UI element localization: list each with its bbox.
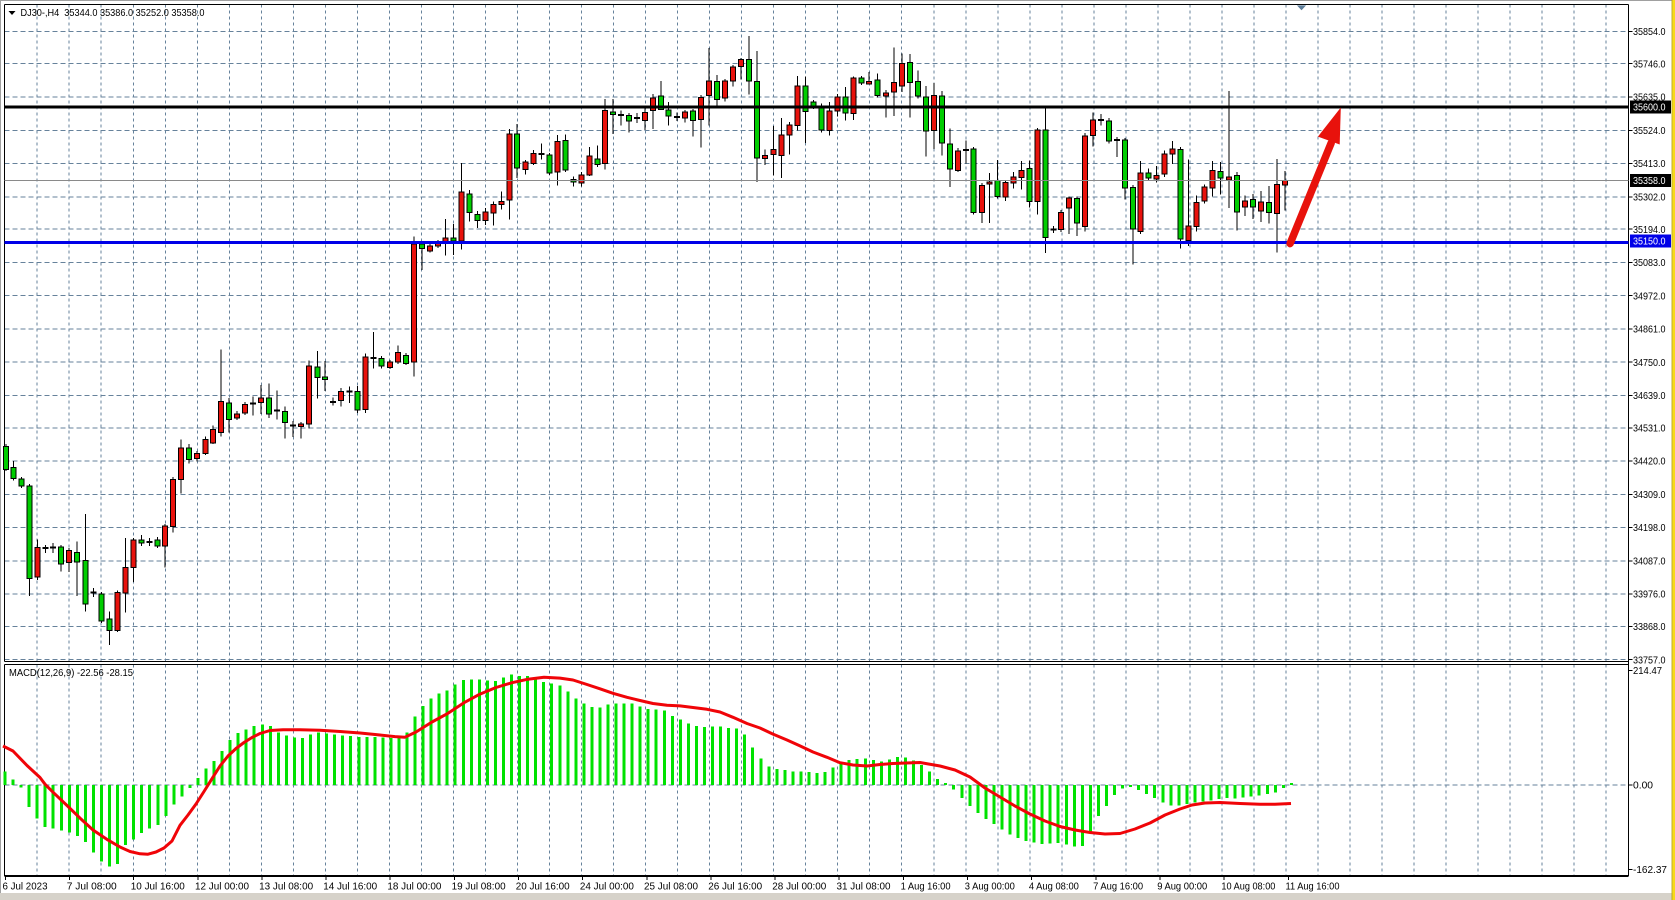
svg-text:34861.0: 34861.0 bbox=[1633, 324, 1666, 336]
svg-text:34309.0: 34309.0 bbox=[1633, 489, 1666, 501]
svg-text:7 Aug 16:00: 7 Aug 16:00 bbox=[1093, 881, 1143, 893]
svg-text:13 Jul 08:00: 13 Jul 08:00 bbox=[259, 881, 313, 893]
svg-text:34087.0: 34087.0 bbox=[1633, 556, 1666, 568]
svg-text:6 Jul 2023: 6 Jul 2023 bbox=[3, 881, 48, 893]
svg-text:35194.0: 35194.0 bbox=[1633, 224, 1666, 236]
svg-text:35600.0: 35600.0 bbox=[1633, 102, 1666, 114]
svg-text:31 Jul 08:00: 31 Jul 08:00 bbox=[837, 881, 891, 893]
svg-text:214.47: 214.47 bbox=[1633, 665, 1662, 677]
svg-text:1 Aug 16:00: 1 Aug 16:00 bbox=[901, 881, 951, 893]
svg-text:10 Jul 16:00: 10 Jul 16:00 bbox=[131, 881, 185, 893]
svg-text:34639.0: 34639.0 bbox=[1633, 390, 1666, 402]
svg-text:34750.0: 34750.0 bbox=[1633, 357, 1666, 369]
svg-text:33757.0: 33757.0 bbox=[1633, 654, 1666, 666]
svg-text:10 Aug 08:00: 10 Aug 08:00 bbox=[1221, 881, 1275, 893]
svg-text:28 Jul 00:00: 28 Jul 00:00 bbox=[772, 881, 826, 893]
svg-text:35746.0: 35746.0 bbox=[1633, 58, 1666, 70]
svg-text:0.00: 0.00 bbox=[1633, 780, 1653, 792]
svg-text:-162.37: -162.37 bbox=[1633, 864, 1667, 876]
svg-text:33976.0: 33976.0 bbox=[1633, 589, 1666, 601]
svg-text:34420.0: 34420.0 bbox=[1633, 456, 1666, 468]
svg-text:12 Jul 00:00: 12 Jul 00:00 bbox=[195, 881, 249, 893]
svg-text:24 Jul 00:00: 24 Jul 00:00 bbox=[580, 881, 634, 893]
svg-text:35358.0: 35358.0 bbox=[1633, 175, 1666, 187]
svg-text:35302.0: 35302.0 bbox=[1633, 192, 1666, 204]
svg-text:35854.0: 35854.0 bbox=[1633, 26, 1666, 38]
svg-text:35524.0: 35524.0 bbox=[1633, 125, 1666, 137]
svg-text:4 Aug 08:00: 4 Aug 08:00 bbox=[1029, 881, 1079, 893]
svg-text:35413.0: 35413.0 bbox=[1633, 158, 1666, 170]
svg-text:26 Jul 16:00: 26 Jul 16:00 bbox=[708, 881, 762, 893]
svg-text:34198.0: 34198.0 bbox=[1633, 522, 1666, 534]
svg-text:34531.0: 34531.0 bbox=[1633, 423, 1666, 435]
svg-text:9 Aug 00:00: 9 Aug 00:00 bbox=[1157, 881, 1207, 893]
svg-text:7 Jul 08:00: 7 Jul 08:00 bbox=[67, 881, 117, 893]
svg-text:11 Aug 16:00: 11 Aug 16:00 bbox=[1286, 881, 1340, 893]
svg-text:19 Jul 08:00: 19 Jul 08:00 bbox=[452, 881, 506, 893]
svg-text:20 Jul 16:00: 20 Jul 16:00 bbox=[516, 881, 570, 893]
svg-text:35083.0: 35083.0 bbox=[1633, 257, 1666, 269]
svg-text:MACD(12,26,9) -22.56 -28.15: MACD(12,26,9) -22.56 -28.15 bbox=[9, 667, 133, 679]
svg-text:34972.0: 34972.0 bbox=[1633, 290, 1666, 302]
svg-text:33868.0: 33868.0 bbox=[1633, 621, 1666, 633]
svg-text:3 Aug 00:00: 3 Aug 00:00 bbox=[965, 881, 1015, 893]
svg-text:DJ30-,H4 35344.0 35386.0 3525: DJ30-,H4 35344.0 35386.0 35252.0 35358.0 bbox=[21, 7, 205, 19]
svg-text:18 Jul 00:00: 18 Jul 00:00 bbox=[387, 881, 441, 893]
svg-text:25 Jul 08:00: 25 Jul 08:00 bbox=[644, 881, 698, 893]
svg-text:35150.0: 35150.0 bbox=[1633, 236, 1666, 248]
svg-text:14 Jul 16:00: 14 Jul 16:00 bbox=[323, 881, 377, 893]
